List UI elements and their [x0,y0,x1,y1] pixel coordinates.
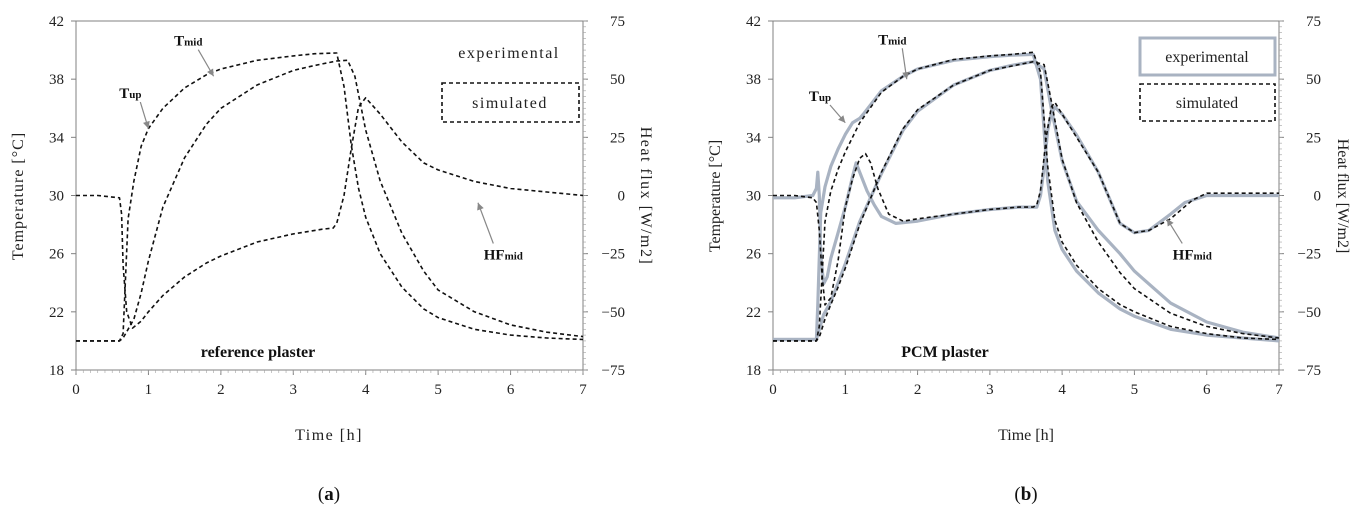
legend-box-experimental-b [1138,36,1277,77]
annotation-group-a: Tup Tmid HFmid [119,34,523,264]
y-axis-label-a: Temperature [°C] [10,132,27,260]
annotation-arrowhead-hfmid-a [477,202,484,211]
x-tick-label-a-5: 5 [434,382,442,398]
series-Tup_exp-b [773,52,1280,343]
x-tick-label-b-2: 2 [914,382,922,398]
y2-axis-label-b: Heat flux [W/m2] [1334,139,1351,254]
annotation-tup-b: Tup [809,89,831,105]
series-HFmid_sim-b [773,101,1279,306]
y-tick-label-a-4: 34 [49,130,65,146]
series-Tmid_sim-a [76,59,584,342]
series-Tmid_exp-b [773,60,1280,342]
y2-tick-label-b-3: 0 [1314,189,1322,205]
y2-tick-label-a-0: −75 [602,363,625,379]
y-tick-label-b-2: 26 [746,247,762,263]
legend-label-simulated-b: simulated [1176,95,1238,112]
y-tick-label-a-6: 42 [49,14,64,30]
legend-box-simulated-b [1139,83,1276,122]
x-axis-label-a: Time [h] [295,427,363,444]
legend-a: experimental simulated [441,45,580,123]
plot-label-a: reference plaster [201,344,315,361]
x-tick-label-b-3: 3 [986,382,994,398]
caption-b: (b) [1014,484,1037,505]
annotation-tmid-a: Tmid [174,34,202,50]
y-tick-label-b-3: 30 [746,189,761,205]
x-tick-label-a-7: 7 [579,382,587,398]
annotation-hfmid-a: HFmid [484,247,523,263]
y-tick-label-b-0: 18 [746,363,761,379]
annotation-arrowhead-hfmid-b [1166,218,1174,227]
annotation-arrowhead-tmid-a [207,68,214,77]
series-group-a [76,52,584,342]
y-tick-label-b-5: 38 [746,72,761,88]
y-tick-label-b-4: 34 [746,130,762,146]
x-tick-label-b-7: 7 [1275,382,1283,398]
x-tick-label-b-6: 6 [1203,382,1211,398]
y2-tick-label-b-6: 75 [1306,14,1321,30]
legend-b: experimental simulated [1138,36,1277,122]
x-tick-label-a-4: 4 [362,382,370,398]
x-axis-label-b: Time [h] [998,427,1054,444]
x-tick-label-a-2: 2 [217,382,225,398]
plot-label-b: PCM plaster [901,344,989,361]
annotation-arrow-hfmid-a [477,202,494,244]
x-tick-label-a-3: 3 [290,382,298,398]
y-tick-label-a-2: 26 [49,247,65,263]
annotation-arrowhead-tmid-b [902,71,910,80]
plot-area-b [772,20,1280,371]
legend-label-simulated-a: simulated [472,95,548,112]
annotation-tmid-b: Tmid [878,32,906,48]
x-tick-label-a-1: 1 [145,382,153,398]
annotation-arrowhead-tup-a [143,120,150,129]
y2-tick-label-a-6: 75 [610,14,625,30]
y2-tick-label-b-4: 25 [1306,130,1321,146]
y2-tick-label-a-5: 50 [610,72,625,88]
plot-area-a [75,20,584,371]
x-tick-label-b-5: 5 [1131,382,1139,398]
series-Tmid_sim-b [773,60,1280,342]
y-tick-label-a-5: 38 [49,72,64,88]
series-Tup_sim-b [773,51,1280,342]
y2-tick-label-a-1: −50 [602,305,625,321]
y2-axis-label-a: Heat flux [W/m2] [637,127,654,266]
y2-tick-label-a-4: 25 [610,130,625,146]
legend-label-experimental-a: experimental [458,45,560,62]
y2-tick-label-b-5: 50 [1306,72,1321,88]
x-tick-label-b-4: 4 [1058,382,1066,398]
y2-tick-label-a-3: 0 [618,189,626,205]
y-tick-label-b-1: 22 [746,305,761,321]
y2-tick-label-b-1: −50 [1298,305,1321,321]
y-tick-label-a-1: 22 [49,305,64,321]
annotation-tup-a: Tup [119,86,141,102]
x-tick-label-a-6: 6 [507,382,515,398]
annotation-hfmid-b: HFmid [1173,247,1212,263]
series-group-b [773,51,1280,343]
y2-tick-label-b-0: −75 [1298,363,1321,379]
x-tick-label-a-0: 0 [72,382,80,398]
y-tick-label-b-6: 42 [746,14,761,30]
legend-label-experimental-b: experimental [1165,49,1249,66]
x-tick-label-b-0: 0 [769,382,777,398]
series-Tup_sim-a [76,52,584,342]
annotation-arrowhead-tup-b [838,115,846,123]
annotation-group-b: Tup Tmid HFmid [809,32,1212,263]
caption-a: (a) [318,484,340,505]
series-HFmid_sim-a [76,97,584,329]
y-tick-label-a-3: 30 [49,189,64,205]
y2-tick-label-a-2: −25 [602,247,625,263]
y2-tick-label-b-2: −25 [1298,247,1321,263]
x-tick-label-b-1: 1 [842,382,850,398]
y-tick-label-a-0: 18 [49,363,64,379]
y-axis-label-b: Temperature [°C] [707,140,724,252]
legend-box-simulated-a [441,82,580,123]
